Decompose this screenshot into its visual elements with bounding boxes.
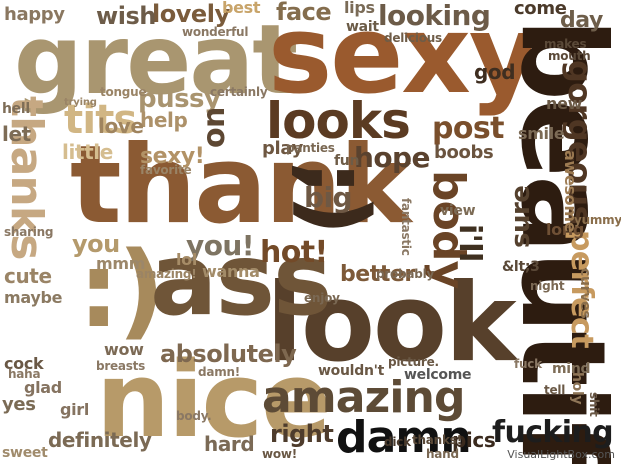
word-amazing: amazing (262, 372, 465, 423)
word-curves: curves (577, 268, 593, 319)
word-pics: pics (452, 428, 496, 452)
word-damn-exclaim: damn! (198, 365, 241, 379)
word-i-ll: i'll (452, 224, 487, 262)
word-sexy-exclaim: sexy! (140, 144, 205, 169)
word-you: you (72, 230, 120, 258)
word-smile-colon: :) (78, 229, 165, 351)
word-sharing: sharing (4, 225, 54, 239)
word-wait: wait (346, 19, 379, 35)
word-body-dot: body. (176, 409, 212, 423)
word-looks: looks (266, 92, 411, 150)
word-certainly: certainly (210, 85, 268, 99)
word-cute: cute (4, 264, 52, 288)
word-delicious: delicious (384, 31, 442, 45)
word-hope: hope (354, 141, 431, 174)
word-fun: fun (334, 153, 360, 169)
word-looking: looking (378, 0, 491, 32)
word-favorite: favorite (140, 163, 192, 177)
word-boobs: boobs (434, 142, 494, 163)
word-great: great (14, 4, 298, 116)
word-yummy: yummy (574, 213, 621, 227)
word-lol: lol (176, 250, 198, 269)
word-smile: smile (518, 124, 565, 143)
word-view: view (440, 203, 476, 219)
word-panties: panties (286, 141, 335, 155)
word-pussy: pussy (138, 84, 221, 114)
word-enjoy: enjoy (304, 291, 340, 305)
word-hand: hand (426, 447, 459, 461)
word-absolutely: absolutely (160, 340, 297, 368)
word-girl: girl (60, 400, 90, 419)
word-mind: mind (552, 361, 591, 377)
word-come: come (514, 0, 567, 19)
word-sure: sure (506, 185, 536, 248)
word-god: god (474, 60, 516, 84)
word-right: right (270, 420, 334, 448)
word-play: play (262, 138, 303, 159)
word-trying: trying (64, 97, 97, 108)
word-dick: dick (384, 435, 411, 449)
word-long: long (546, 220, 585, 239)
word-mouth: mouth (548, 49, 591, 63)
word-big: big (304, 181, 353, 214)
word-post: post (432, 111, 504, 146)
word-tell: tell (544, 383, 566, 397)
word-glad: glad (24, 378, 62, 397)
word-sweet: sweet (2, 445, 48, 461)
word-damn: damn (336, 412, 472, 463)
word-tits: tits (64, 97, 137, 143)
word-probably: probably (376, 267, 435, 281)
word-maybe: maybe (4, 288, 63, 307)
word-amazing-exclaim: amazing! (136, 267, 197, 281)
word-heart: &lt;3 (502, 259, 540, 275)
word-lips: lips (344, 0, 375, 17)
word-mmm: mmm (96, 254, 146, 273)
word-thanks-exclaim: thanks! (412, 433, 462, 447)
word-tongue: tongue (100, 85, 147, 99)
word-haha: haha (8, 367, 41, 381)
word-wish: wish (96, 2, 156, 30)
word-shit: shit (587, 392, 601, 417)
word-look: look (266, 261, 517, 386)
word-cock: cock (4, 354, 44, 373)
word-hell: hell (2, 101, 30, 117)
word-wanna: wanna (202, 262, 260, 281)
word-help: help (140, 108, 188, 132)
word-definitely: definitely (48, 428, 152, 452)
word-lovely: lovely (152, 0, 230, 28)
word-love: love (98, 114, 144, 138)
word-happy: happy (4, 4, 65, 25)
word-you-exclaim: you! (186, 229, 255, 262)
word-fantastic: fantastic (399, 198, 413, 256)
word-on: on (197, 107, 232, 148)
word-yes: yes (2, 394, 36, 415)
word-day: day (560, 8, 603, 33)
word-face: face (276, 0, 332, 26)
word-better: better (340, 262, 415, 287)
word-wouldnt: wouldn't (318, 363, 385, 379)
watermark: VisualLightBox.com (507, 448, 615, 461)
word-nice: nice (96, 339, 332, 461)
word-night: night (530, 279, 565, 293)
word-makes: makes (544, 37, 587, 51)
word-hot-exclaim: hot! (260, 235, 328, 270)
word-breasts: breasts (96, 359, 146, 373)
word-welcome: welcome (404, 367, 472, 383)
word-best: best (222, 0, 261, 17)
word-fuck: fuck (514, 357, 542, 371)
word-wow: wow (104, 340, 144, 359)
word-wow-exclaim: wow! (262, 447, 297, 461)
word-little: little (62, 140, 113, 164)
word-fucking: fucking (492, 415, 614, 450)
word-new: new (546, 94, 583, 113)
word-wonderful: wonderful (182, 25, 249, 39)
word-ass: ass (150, 221, 333, 338)
word-hard: hard (204, 432, 255, 456)
word-picture: picture. (388, 355, 439, 369)
word-let: let (2, 122, 31, 146)
word-sexy: sexy (268, 0, 539, 118)
word-thank: thank (70, 123, 411, 248)
